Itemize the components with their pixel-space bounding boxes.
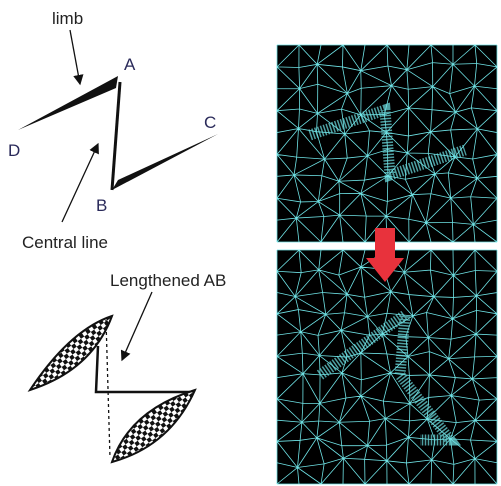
point-a: A [124,55,136,74]
limb-upper [18,76,118,130]
mesh-before [277,45,497,242]
limb-lower [112,390,195,462]
limb-lower [112,134,218,190]
limb-upper [30,316,112,390]
lengthened-label: Lengthened AB [110,271,226,290]
point-d: D [8,141,20,160]
point-c: C [204,113,216,132]
bottom-figure: Lengthened AB [30,271,226,462]
diagram: limb A B C D Central line Lengthened AB [0,0,501,486]
limb-label: limb [52,9,83,28]
central-line-label: Central line [22,233,108,252]
central-arrow [62,144,98,222]
top-figure: limb A B C D Central line [8,9,218,252]
lengthened-arrow [122,292,152,360]
limb-arrow [70,30,80,84]
mesh-after [277,250,497,484]
dashed-ab [106,320,110,458]
central-segment [96,346,190,392]
point-b: B [96,196,107,215]
central-segment [112,82,120,190]
